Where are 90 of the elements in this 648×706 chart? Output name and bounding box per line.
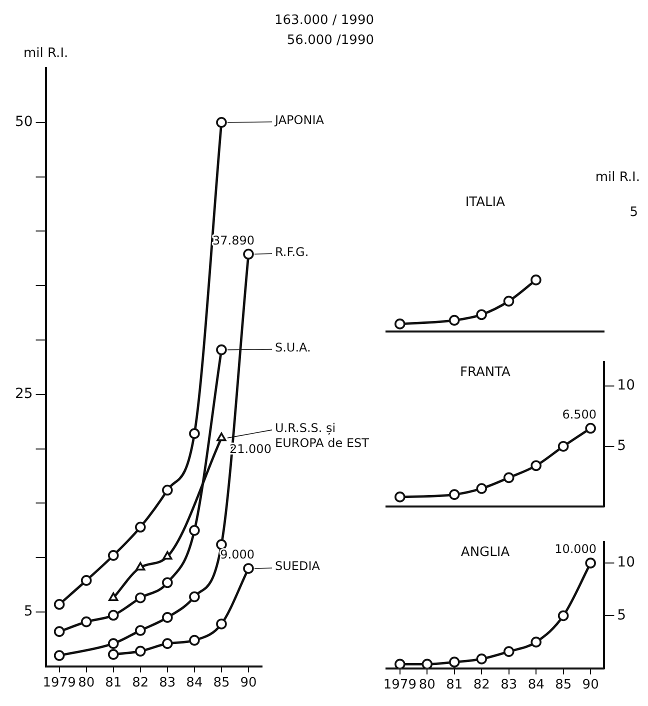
point bbox=[530, 636, 542, 648]
point bbox=[243, 248, 254, 260]
legend-label: R.F.G. bbox=[275, 244, 309, 259]
y-tick-label: 50 bbox=[14, 114, 33, 130]
x-tick-label: 85 bbox=[555, 678, 572, 693]
point bbox=[558, 610, 569, 622]
point bbox=[134, 625, 146, 636]
point bbox=[585, 422, 596, 434]
x-tick-label: 83 bbox=[159, 676, 176, 691]
point bbox=[162, 612, 173, 623]
x-tick-label: 90 bbox=[582, 678, 599, 693]
y-tick-label: 10 bbox=[617, 554, 636, 571]
point bbox=[108, 610, 119, 621]
x-tick-label: 84 bbox=[186, 676, 203, 691]
point bbox=[216, 344, 227, 356]
legend-label: SUEDIA bbox=[275, 559, 321, 574]
x-tick-label: 80 bbox=[418, 678, 436, 693]
point bbox=[448, 314, 460, 326]
point bbox=[189, 634, 200, 646]
point bbox=[54, 650, 65, 661]
point bbox=[449, 656, 460, 668]
x-tick-label: 85 bbox=[213, 676, 230, 691]
point bbox=[134, 522, 146, 533]
point bbox=[54, 626, 65, 637]
point bbox=[189, 525, 200, 536]
x-tick-label: 84 bbox=[528, 678, 544, 693]
point bbox=[503, 646, 514, 657]
chart-title: ANGLIA bbox=[460, 544, 510, 560]
point bbox=[503, 296, 514, 307]
text: 163.000 / 1990 bbox=[274, 12, 374, 28]
y-tick-label: 5 bbox=[24, 604, 33, 620]
point bbox=[530, 460, 542, 472]
point bbox=[80, 575, 92, 586]
x-tick-label: 83 bbox=[500, 678, 518, 693]
point bbox=[216, 539, 227, 550]
chart-title: ITALIA bbox=[465, 194, 506, 210]
point bbox=[162, 577, 173, 588]
point bbox=[394, 658, 406, 668]
point bbox=[585, 558, 596, 568]
x-tick-label: 81 bbox=[446, 678, 463, 693]
data-label: 10.000 bbox=[554, 542, 597, 556]
point bbox=[108, 550, 119, 561]
point bbox=[476, 483, 488, 494]
point bbox=[162, 551, 172, 560]
point bbox=[422, 658, 433, 668]
x-tick-label: 82 bbox=[132, 676, 149, 691]
text: 56.000 /1990 bbox=[286, 32, 374, 48]
point bbox=[530, 274, 542, 286]
point bbox=[189, 428, 200, 439]
point bbox=[80, 616, 92, 628]
x-tick-label: 90 bbox=[240, 676, 257, 691]
point bbox=[136, 562, 146, 571]
y-tick-label: 5 bbox=[617, 438, 626, 454]
point bbox=[216, 432, 226, 442]
data-label: 6.500 bbox=[562, 407, 597, 422]
y-tick-label: 5 bbox=[617, 607, 626, 624]
point bbox=[216, 117, 227, 128]
point bbox=[394, 318, 406, 330]
point bbox=[476, 654, 488, 664]
y-tick-label: 25 bbox=[14, 386, 33, 402]
point bbox=[108, 638, 119, 649]
point bbox=[503, 472, 514, 484]
point bbox=[162, 484, 173, 496]
point bbox=[134, 592, 146, 604]
legend-label: JAPONIA bbox=[274, 113, 325, 128]
point bbox=[108, 592, 118, 602]
legend-label: S.U.A. bbox=[275, 340, 311, 354]
y-axis-title: mil R.I. bbox=[23, 46, 68, 61]
point bbox=[216, 618, 227, 630]
point bbox=[54, 598, 65, 610]
point bbox=[189, 591, 200, 602]
x-tick-label: 1979 bbox=[42, 676, 76, 691]
x-tick-label: 80 bbox=[78, 676, 95, 691]
point bbox=[448, 489, 460, 500]
point bbox=[476, 309, 487, 320]
point bbox=[243, 563, 254, 574]
point bbox=[162, 638, 173, 649]
chart-title: FRANTA bbox=[460, 364, 511, 380]
point bbox=[394, 492, 406, 502]
y-tick-label: 10 bbox=[617, 378, 636, 394]
point bbox=[558, 440, 569, 452]
data-label: 37.890 bbox=[212, 233, 254, 248]
x-tick-label: 1979 bbox=[383, 678, 416, 693]
point bbox=[108, 649, 119, 660]
x-tick-label: 82 bbox=[473, 678, 490, 693]
x-tick-label: 81 bbox=[105, 676, 122, 691]
text: U.R.S.S. și EUROPA de EST bbox=[275, 421, 370, 450]
data-label: 9.000 bbox=[220, 548, 254, 562]
y-axis-title: mil R.I. bbox=[595, 170, 640, 185]
point bbox=[134, 646, 146, 657]
